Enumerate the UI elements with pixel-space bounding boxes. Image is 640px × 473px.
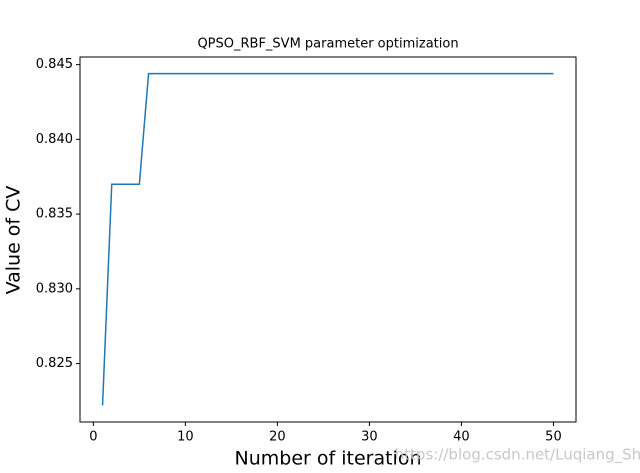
x-tick-label: 30: [361, 430, 378, 445]
y-tick-label: 0.840: [36, 132, 73, 147]
plot-frame: [79, 56, 577, 423]
y-tick-label: 0.845: [36, 57, 73, 72]
chart-title: QPSO_RBF_SVM parameter optimization: [197, 37, 458, 52]
x-tick-label: 0: [89, 430, 97, 445]
x-tick-label: 50: [545, 430, 562, 445]
watermark: https://blog.csdn.net/Luqiang_Shi: [395, 446, 640, 465]
y-tick-label: 0.835: [36, 207, 73, 222]
data-line: [101, 72, 554, 406]
y-tick-label: 0.830: [36, 281, 73, 296]
x-tick-label: 10: [177, 430, 194, 445]
x-tick-label: 20: [269, 430, 286, 445]
y-tick-label: 0.825: [36, 356, 73, 371]
y-axis-label: Value of CV: [3, 186, 25, 295]
x-tick-label: 40: [453, 430, 470, 445]
x-axis-label: Number of iteration: [235, 448, 422, 470]
